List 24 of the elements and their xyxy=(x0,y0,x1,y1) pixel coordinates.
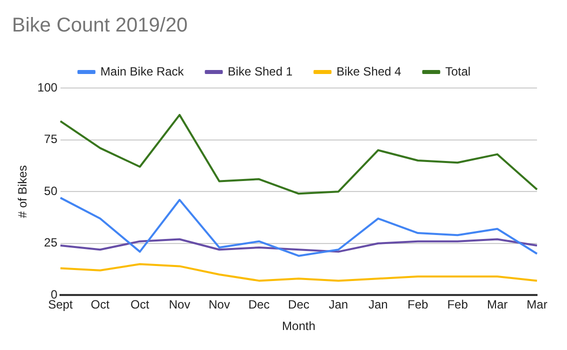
y-tick-label: 100 xyxy=(37,80,58,94)
x-tick-label: Mar xyxy=(526,298,548,312)
x-tick-label: Nov xyxy=(208,298,230,312)
x-tick-label: Mar xyxy=(486,298,508,312)
x-tick-label: Feb xyxy=(447,298,468,312)
x-tick-label: Jan xyxy=(368,298,388,312)
x-tick-label: Nov xyxy=(168,298,190,312)
x-tick-label: Sept xyxy=(48,298,74,312)
legend-label: Total xyxy=(445,64,471,78)
x-axis-title: Month xyxy=(282,319,316,334)
x-tick-label: Feb xyxy=(408,298,429,312)
y-axis-title: # of Bikes xyxy=(16,165,30,218)
x-tick-label: Jan xyxy=(328,298,348,312)
x-tick-label: Dec xyxy=(248,298,270,312)
legend-label: Main Bike Rack xyxy=(100,64,185,78)
y-tick-label: 50 xyxy=(44,184,58,198)
x-tick-label: Oct xyxy=(90,298,110,312)
chart-title: Bike Count 2019/20 xyxy=(12,14,188,37)
y-tick-label: 75 xyxy=(44,132,58,146)
x-tick-label: Oct xyxy=(130,298,150,312)
legend-label: Bike Shed 4 xyxy=(336,64,402,78)
x-tick-label: Dec xyxy=(288,298,310,312)
y-tick-label: 25 xyxy=(44,236,58,250)
legend-label: Bike Shed 1 xyxy=(228,64,293,78)
